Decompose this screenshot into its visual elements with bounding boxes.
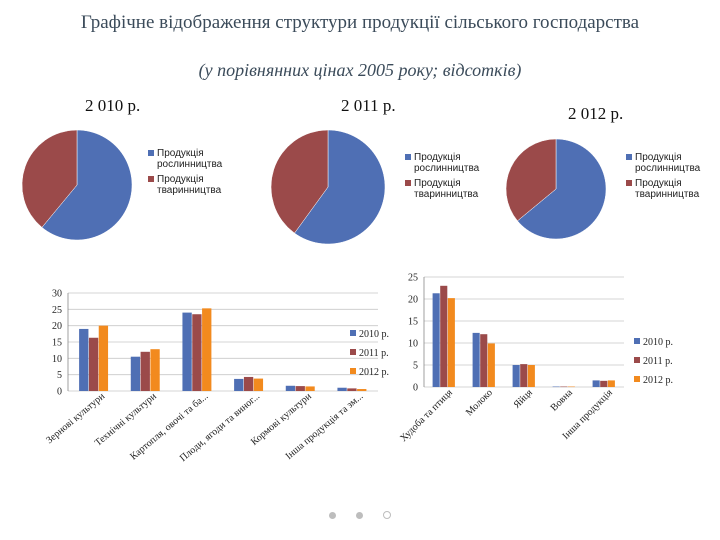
pie-2011-legend-animal: Продукція тваринництва: [414, 178, 479, 200]
bar1-bar: [295, 386, 305, 391]
pie-2010-legend-animal: Продукція тваринництва: [157, 174, 222, 196]
bar1-bar: [234, 378, 244, 391]
bar1-ytick-label: 20: [52, 321, 62, 332]
pie-2010-legend: Продукція рослинництва Продукція тваринн…: [148, 148, 223, 200]
bar1-bar: [79, 328, 89, 391]
bar2-bar: [552, 386, 560, 388]
bar1-bar: [243, 376, 254, 391]
bar1-bar: [305, 386, 315, 391]
pie-charts: [21, 129, 607, 245]
bar1-ytick-label: 5: [57, 370, 62, 381]
bar2-legend-label: 2010 р.: [643, 337, 673, 348]
bar2-bar: [480, 334, 488, 387]
page-title: Графічне відображення структури продукці…: [80, 12, 640, 33]
bar2-legend-swatch: [634, 376, 640, 382]
bar2-bar: [600, 380, 608, 387]
pie-2012-legend-plant: Продукція рослинництва: [635, 152, 701, 174]
bar1-bar: [88, 337, 99, 391]
slide-nav-dots: [0, 506, 720, 524]
pie-2012-legend: Продукція рослинництва Продукція тваринн…: [626, 152, 700, 204]
bar2-ytick-label: 0: [413, 383, 418, 394]
bar2-bar: [447, 298, 455, 387]
pie-0-slice-0: [41, 129, 133, 241]
pie-1-slice-0: [294, 129, 386, 245]
bar1-ytick-label: 0: [57, 387, 62, 398]
bar1-bar: [253, 378, 264, 391]
bar2-ytick-label: 10: [408, 339, 418, 350]
pie-2-slice-0: [517, 138, 607, 240]
bar1-legend-label: 2011 р.: [359, 348, 389, 359]
bar2-bar: [607, 380, 615, 387]
bar1-ytick-label: 15: [52, 338, 62, 349]
bar2-category-label: Яйця: [512, 387, 536, 411]
page-subtitle: (у порівнянних цінах 2005 року; відсоткі…: [198, 60, 522, 80]
bar2-category-label: Вовна: [549, 387, 576, 414]
nav-dot: [329, 512, 336, 519]
bar1-legend-label: 2010 р.: [359, 329, 389, 340]
bar1-bar: [347, 388, 357, 391]
pie-2012-legend-animal: Продукція тваринництва: [635, 178, 700, 200]
pie-2011-legend-plant: Продукція рослинництва: [414, 152, 480, 174]
bar1-bar: [140, 351, 150, 391]
bar2-bar: [567, 386, 575, 388]
pie-0-slice-1: [21, 129, 78, 228]
bar1-ytick-label: 25: [52, 305, 62, 316]
bar1-bar: [285, 385, 296, 391]
bar2-bar: [432, 293, 440, 387]
bar2-ytick-label: 25: [408, 273, 418, 284]
bar2-bar: [520, 364, 528, 387]
bar1-bar: [150, 349, 160, 391]
bar2-ytick-label: 20: [408, 295, 418, 306]
pie-2-slice-1: [505, 138, 557, 222]
pie-2012-title: 2 012 р.: [568, 104, 624, 123]
bar2-bar: [512, 365, 520, 387]
nav-dot: [383, 511, 391, 519]
bar2-bar: [440, 285, 448, 387]
pie-1-slice-1: [270, 129, 329, 234]
bar2-legend-swatch: [634, 338, 640, 344]
bar1-bar: [98, 325, 109, 391]
bar2-legend-label: 2012 р.: [643, 375, 673, 386]
bar1-legend-swatch: [350, 349, 356, 355]
pie-2011-legend: Продукція рослинництва Продукція тваринн…: [405, 152, 491, 204]
bar1-legend-swatch: [350, 330, 356, 336]
bar2-bar: [560, 386, 568, 388]
pie-2010-legend-plant: Продукція рослинництва: [157, 148, 223, 170]
bar2-bar: [487, 343, 495, 387]
bar1-legend-swatch: [350, 368, 356, 374]
bar1-bar: [182, 312, 192, 391]
bar1-bar: [202, 308, 212, 391]
bar2-ytick-label: 5: [413, 361, 418, 372]
bar2-legend-swatch: [634, 357, 640, 363]
bar2-bar: [592, 380, 600, 387]
pie-2011-title: 2 011 р.: [341, 96, 396, 115]
bar2-category-label: Молоко: [464, 387, 495, 418]
bar1-ytick-label: 30: [52, 289, 62, 300]
bar1-bar: [357, 389, 367, 391]
bar1-bar: [337, 387, 347, 391]
bar2-ytick-label: 15: [408, 317, 418, 328]
bar1-bar: [130, 356, 141, 391]
bar2-legend-label: 2011 р.: [643, 356, 673, 367]
bar1-legend-label: 2012 р.: [359, 367, 389, 378]
bar2-category-label: Худоба та птиця: [398, 387, 455, 444]
pie-2010-title: 2 010 р.: [85, 96, 141, 115]
bar2-bar: [527, 365, 535, 387]
bar1-bar: [192, 314, 202, 391]
bar1-ytick-label: 10: [52, 354, 62, 365]
bar2-bar: [472, 332, 480, 387]
bar-chart-animal: 0 5 10 15 20 25 Худоба та птиця Молоко Яйця Вовна…: [398, 273, 673, 445]
nav-dot: [356, 512, 363, 519]
